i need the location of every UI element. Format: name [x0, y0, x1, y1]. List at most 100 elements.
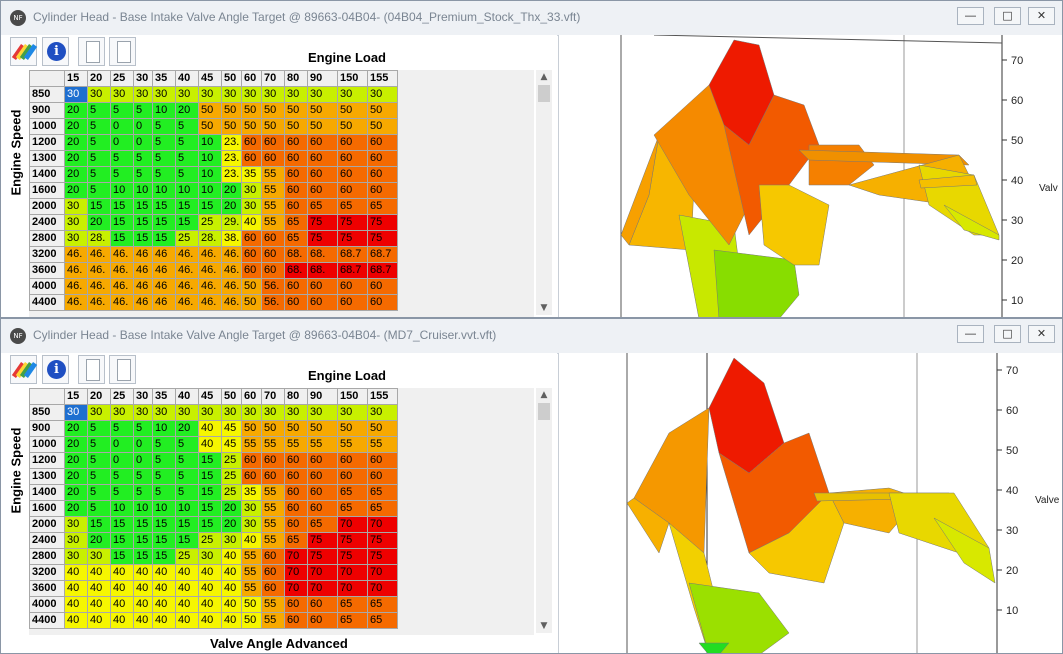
row-header[interactable]: 1300: [29, 468, 65, 485]
table-cell[interactable]: 5: [133, 420, 153, 437]
column-header[interactable]: 35: [152, 70, 176, 87]
table-cell[interactable]: 60: [367, 134, 398, 151]
table-cell[interactable]: 40: [110, 596, 134, 613]
maximize-button[interactable]: □: [994, 7, 1021, 25]
info-button[interactable]: i: [42, 37, 69, 66]
paint-palette-icon[interactable]: [10, 37, 38, 66]
table-cell[interactable]: 46.: [221, 262, 242, 279]
table-cell[interactable]: 55: [261, 500, 285, 517]
table-cell[interactable]: 30: [337, 86, 368, 103]
table-cell[interactable]: 50: [261, 420, 285, 437]
table-cell[interactable]: 5: [152, 484, 176, 501]
row-header[interactable]: 2800: [29, 230, 65, 247]
table-cell[interactable]: 70: [367, 564, 398, 581]
table-cell[interactable]: 5: [87, 102, 111, 119]
table-cell[interactable]: 75: [337, 230, 368, 247]
table-cell[interactable]: 5: [175, 134, 199, 151]
column-header[interactable]: 30: [133, 70, 153, 87]
table-cell[interactable]: 65: [337, 198, 368, 215]
table-cell[interactable]: 60: [337, 294, 368, 311]
table-cell[interactable]: 60: [284, 516, 308, 533]
column-header[interactable]: 60: [241, 70, 262, 87]
table-cell[interactable]: 30: [221, 532, 242, 549]
table-cell[interactable]: 35: [241, 166, 262, 183]
table-cell[interactable]: 75: [307, 214, 338, 231]
table-cell[interactable]: 15: [152, 548, 176, 565]
column-header[interactable]: 155: [367, 70, 398, 87]
table-cell[interactable]: 10: [198, 166, 222, 183]
table-cell[interactable]: 46.: [175, 294, 199, 311]
table-cell[interactable]: 15: [133, 548, 153, 565]
table-cell[interactable]: 60: [337, 166, 368, 183]
table-cell[interactable]: 60: [284, 166, 308, 183]
table-cell[interactable]: 15: [87, 516, 111, 533]
table-cell[interactable]: 75: [367, 230, 398, 247]
table-cell[interactable]: 68.: [284, 246, 308, 263]
table-cell[interactable]: 40: [64, 612, 88, 629]
table-cell[interactable]: 15: [198, 468, 222, 485]
table-cell[interactable]: 20: [64, 436, 88, 453]
table-cell[interactable]: 25: [198, 214, 222, 231]
table-cell[interactable]: 75: [307, 548, 338, 565]
table-cell[interactable]: 60: [337, 134, 368, 151]
scroll-up-icon[interactable]: ▲: [540, 390, 548, 400]
table-cell[interactable]: 5: [175, 150, 199, 167]
table-cell[interactable]: 56.: [261, 278, 285, 295]
table-cell[interactable]: 46.: [221, 294, 242, 311]
table-cell[interactable]: 20: [221, 198, 242, 215]
column-header[interactable]: 90: [307, 70, 338, 87]
table-cell[interactable]: 60: [307, 182, 338, 199]
table-cell[interactable]: 30: [367, 404, 398, 421]
table-cell[interactable]: 70: [284, 564, 308, 581]
scroll-up-icon[interactable]: ▲: [540, 72, 548, 82]
table-cell[interactable]: 50: [284, 420, 308, 437]
table-cell[interactable]: 15: [152, 230, 176, 247]
table-cell[interactable]: 55: [261, 214, 285, 231]
table-cell[interactable]: 30: [241, 404, 262, 421]
table-cell[interactable]: 46.: [110, 278, 134, 295]
table-cell[interactable]: 60: [284, 182, 308, 199]
table-cell[interactable]: 15: [110, 548, 134, 565]
row-header[interactable]: 1600: [29, 500, 65, 517]
table-cell[interactable]: 30: [284, 86, 308, 103]
table-cell[interactable]: 50: [367, 102, 398, 119]
table-cell[interactable]: 70: [284, 580, 308, 597]
table-cell[interactable]: 0: [133, 452, 153, 469]
table-cell[interactable]: 46.: [64, 294, 88, 311]
table-cell[interactable]: 5: [110, 166, 134, 183]
table-cell[interactable]: 40: [87, 564, 111, 581]
table-cell[interactable]: 20: [64, 134, 88, 151]
row-header[interactable]: 2400: [29, 214, 65, 231]
row-header[interactable]: 3600: [29, 580, 65, 597]
table-cell[interactable]: 5: [152, 468, 176, 485]
table-cell[interactable]: 46: [152, 262, 176, 279]
table-cell[interactable]: 46: [152, 278, 176, 295]
table-cell[interactable]: 5: [110, 468, 134, 485]
row-header[interactable]: 3200: [29, 246, 65, 263]
table-cell[interactable]: 40: [175, 612, 199, 629]
column-header[interactable]: 60: [241, 388, 262, 405]
table-cell[interactable]: 15: [110, 214, 134, 231]
table-cell[interactable]: 10: [198, 182, 222, 199]
table-cell[interactable]: 46.: [198, 246, 222, 263]
table-cell[interactable]: 40: [152, 564, 176, 581]
table-cell[interactable]: 5: [175, 484, 199, 501]
table-cell[interactable]: 50: [367, 118, 398, 135]
row-header[interactable]: 1000: [29, 436, 65, 453]
table-cell[interactable]: 40: [133, 580, 153, 597]
table-cell[interactable]: 68.7: [337, 246, 368, 263]
table-cell[interactable]: 60: [261, 580, 285, 597]
table-cell[interactable]: 15: [175, 516, 199, 533]
table-cell[interactable]: 75: [337, 214, 368, 231]
table-cell[interactable]: 65: [337, 612, 368, 629]
table-cell[interactable]: 56.: [261, 294, 285, 311]
table-cell[interactable]: 30: [152, 404, 176, 421]
table-cell[interactable]: 15: [175, 532, 199, 549]
minimize-button[interactable]: ―: [957, 7, 984, 25]
table-cell[interactable]: 50: [241, 102, 262, 119]
table-cell[interactable]: 10: [110, 500, 134, 517]
table-cell[interactable]: 68.: [307, 262, 338, 279]
table-cell[interactable]: 20: [64, 166, 88, 183]
table-cell[interactable]: 46.: [175, 262, 199, 279]
table-cell[interactable]: 60: [307, 150, 338, 167]
